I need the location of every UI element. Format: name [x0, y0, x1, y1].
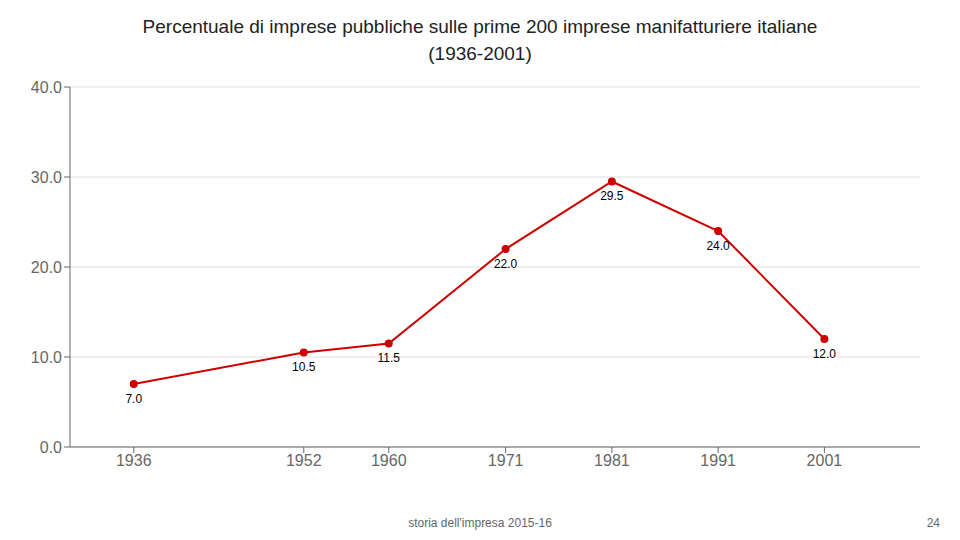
svg-text:1991: 1991: [700, 453, 736, 470]
html-text:Percentuale di imprese pubblic: Percentuale di imprese pubbliche sulle p…: [142, 16, 818, 37]
svg-text:1960: 1960: [371, 453, 407, 470]
svg-text:29.5: 29.5: [600, 189, 624, 203]
svg-text:10.5: 10.5: [292, 360, 316, 374]
svg-text:24.0: 24.0: [706, 239, 730, 253]
svg-text:20.0: 20.0: [31, 259, 62, 276]
svg-text:1952: 1952: [286, 453, 322, 470]
svg-text:1971: 1971: [488, 453, 524, 470]
svg-text:1981: 1981: [594, 453, 630, 470]
svg-text:30.0: 30.0: [31, 169, 62, 186]
svg-text:22.0: 22.0: [494, 257, 518, 271]
svg-text:40.0: 40.0: [31, 79, 62, 96]
svg-text:7.0: 7.0: [125, 392, 142, 406]
html-text:storia dell'impresa 2015-16: storia dell'impresa 2015-16: [408, 516, 552, 530]
svg-text:2001: 2001: [807, 453, 843, 470]
svg-text:10.0: 10.0: [31, 349, 62, 366]
svg-text:1936: 1936: [116, 453, 152, 470]
svg-text:12.0: 12.0: [813, 347, 837, 361]
svg-text:11.5: 11.5: [378, 351, 401, 365]
html-text:(1936-2001): (1936-2001): [428, 42, 532, 64]
html-text:24: 24: [926, 516, 940, 530]
svg-text:0.0: 0.0: [40, 439, 62, 456]
